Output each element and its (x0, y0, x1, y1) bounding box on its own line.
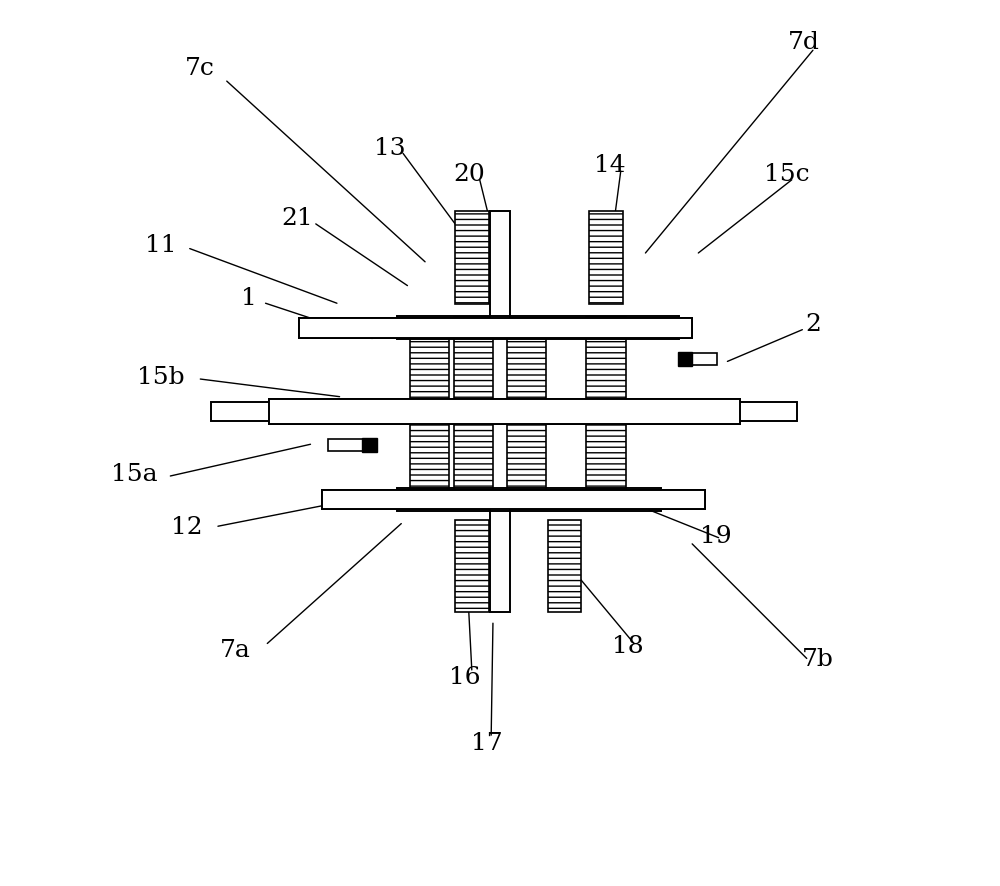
Bar (490, 494, 510, 612)
Bar (589, 212, 623, 304)
Text: 16: 16 (449, 664, 481, 688)
Text: 15c: 15c (764, 163, 809, 186)
Text: 7d: 7d (788, 31, 820, 54)
Text: 15b: 15b (137, 366, 184, 388)
Bar (328, 439, 372, 452)
Bar (269, 400, 740, 424)
Text: 18: 18 (612, 634, 644, 657)
Text: 19: 19 (700, 524, 732, 547)
Text: 7c: 7c (185, 58, 215, 81)
Text: 11: 11 (145, 233, 176, 256)
Text: 7a: 7a (220, 639, 251, 661)
Text: 1: 1 (241, 286, 257, 309)
Text: 20: 20 (453, 163, 485, 186)
Bar (678, 353, 692, 367)
Text: 15a: 15a (111, 462, 158, 486)
Bar (455, 520, 489, 612)
Bar (455, 212, 489, 304)
Bar (490, 212, 510, 330)
Bar (586, 317, 626, 489)
Bar (269, 400, 740, 424)
Bar (736, 402, 797, 422)
Bar (322, 491, 705, 510)
Text: 14: 14 (594, 154, 626, 177)
Bar (507, 335, 546, 498)
Text: 17: 17 (471, 731, 503, 754)
Bar (397, 317, 679, 340)
Bar (322, 491, 705, 510)
Bar (362, 439, 377, 453)
Text: 2: 2 (805, 313, 821, 336)
Bar (299, 319, 692, 338)
Bar (410, 326, 449, 489)
Text: 21: 21 (281, 207, 313, 230)
Bar (454, 317, 493, 498)
Bar (397, 489, 661, 512)
Bar (211, 402, 273, 422)
Text: 7b: 7b (801, 648, 833, 670)
Text: 12: 12 (171, 515, 203, 538)
Bar (680, 354, 717, 366)
Text: 13: 13 (374, 136, 406, 159)
Bar (299, 319, 692, 338)
Bar (548, 520, 581, 612)
